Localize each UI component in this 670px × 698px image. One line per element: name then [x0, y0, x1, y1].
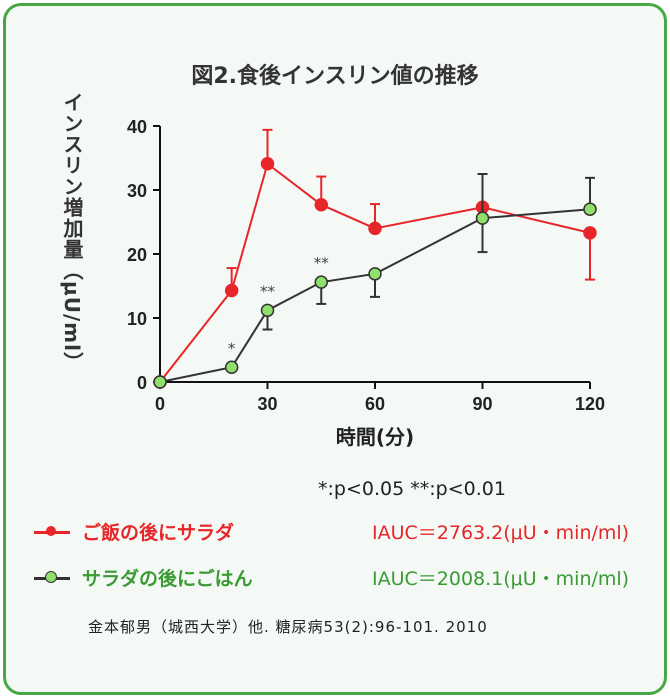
significance-mark: * — [228, 339, 236, 357]
x-tick-label: 0 — [155, 394, 165, 414]
significance-note: *:p<0.05 **:p<0.01 — [318, 478, 506, 500]
y-tick-label: 0 — [137, 373, 147, 393]
legend-iauc: IAUC＝2763.2(μU・min/ml) — [372, 522, 630, 544]
data-point — [224, 360, 239, 375]
y-tick-label: 20 — [127, 245, 147, 265]
y-tick-label: 30 — [127, 181, 147, 201]
legend-item-salad-first: サラダの後にごはん IAUC＝2008.1(μU・min/ml) — [30, 564, 629, 591]
data-point — [583, 226, 597, 240]
chart-title: 図2.食後インスリン値の推移 — [191, 64, 479, 89]
x-axis-label: 時間(分) — [336, 425, 414, 449]
legend-marker-red — [30, 525, 74, 539]
significance-mark: ** — [314, 254, 330, 272]
chart-frame — [3, 3, 667, 695]
x-tick-label: 30 — [257, 394, 277, 414]
data-point — [153, 375, 167, 389]
legend-label: サラダの後にごはん — [82, 568, 253, 590]
citation: 金本郁男（城西大学）他. 糖尿病53(2):96-101. 2010 — [88, 618, 488, 636]
data-point — [260, 303, 275, 318]
x-tick-label: 60 — [365, 394, 385, 414]
data-point — [475, 211, 490, 225]
data-point — [368, 221, 382, 236]
legend-marker-green — [30, 570, 74, 585]
x-tick-label: 120 — [575, 394, 605, 414]
significance-mark: ** — [260, 282, 276, 300]
y-tick-label: 40 — [127, 117, 147, 137]
y-tick-label: 10 — [127, 309, 147, 329]
legend-item-rice-first: ご飯の後にサラダ IAUC＝2763.2(μU・min/ml) — [30, 518, 629, 545]
y-axis-label: インスリン増加量（μU/ml） — [60, 92, 84, 373]
data-point — [224, 283, 239, 298]
legend-iauc: IAUC＝2008.1(μU・min/ml) — [372, 568, 630, 590]
data-point — [260, 157, 275, 171]
legend-label: ご飯の後にサラダ — [82, 522, 235, 544]
data-point — [314, 275, 328, 289]
data-point — [314, 197, 328, 212]
data-point — [583, 202, 597, 216]
x-tick-label: 90 — [472, 394, 492, 414]
data-point — [368, 267, 382, 281]
